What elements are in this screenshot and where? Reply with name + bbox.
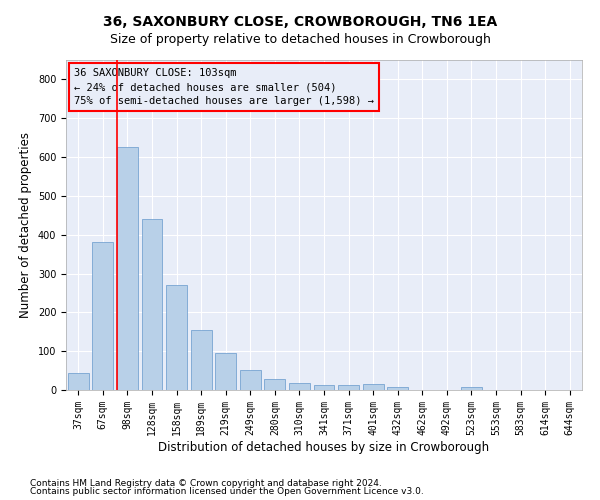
Bar (289, 384, 310, 390)
Bar (68, 372, 89, 390)
Bar (117, 148, 138, 390)
Bar (362, 384, 383, 390)
Bar (191, 330, 212, 390)
Bar (387, 387, 408, 390)
Text: Contains public sector information licensed under the Open Government Licence v3: Contains public sector information licen… (30, 487, 424, 496)
Bar (314, 386, 334, 390)
Bar (215, 352, 236, 390)
Bar (142, 219, 163, 390)
Bar (240, 370, 261, 390)
Bar (265, 378, 286, 390)
Bar (92, 242, 113, 390)
Text: Size of property relative to detached houses in Crowborough: Size of property relative to detached ho… (110, 32, 490, 46)
Bar (461, 387, 482, 390)
X-axis label: Distribution of detached houses by size in Crowborough: Distribution of detached houses by size … (158, 440, 490, 454)
Bar (338, 386, 359, 390)
Text: 36, SAXONBURY CLOSE, CROWBOROUGH, TN6 1EA: 36, SAXONBURY CLOSE, CROWBOROUGH, TN6 1E… (103, 15, 497, 29)
Bar (166, 285, 187, 390)
Text: 36 SAXONBURY CLOSE: 103sqm
← 24% of detached houses are smaller (504)
75% of sem: 36 SAXONBURY CLOSE: 103sqm ← 24% of deta… (74, 68, 374, 106)
Text: Contains HM Land Registry data © Crown copyright and database right 2024.: Contains HM Land Registry data © Crown c… (30, 478, 382, 488)
Y-axis label: Number of detached properties: Number of detached properties (19, 132, 32, 318)
